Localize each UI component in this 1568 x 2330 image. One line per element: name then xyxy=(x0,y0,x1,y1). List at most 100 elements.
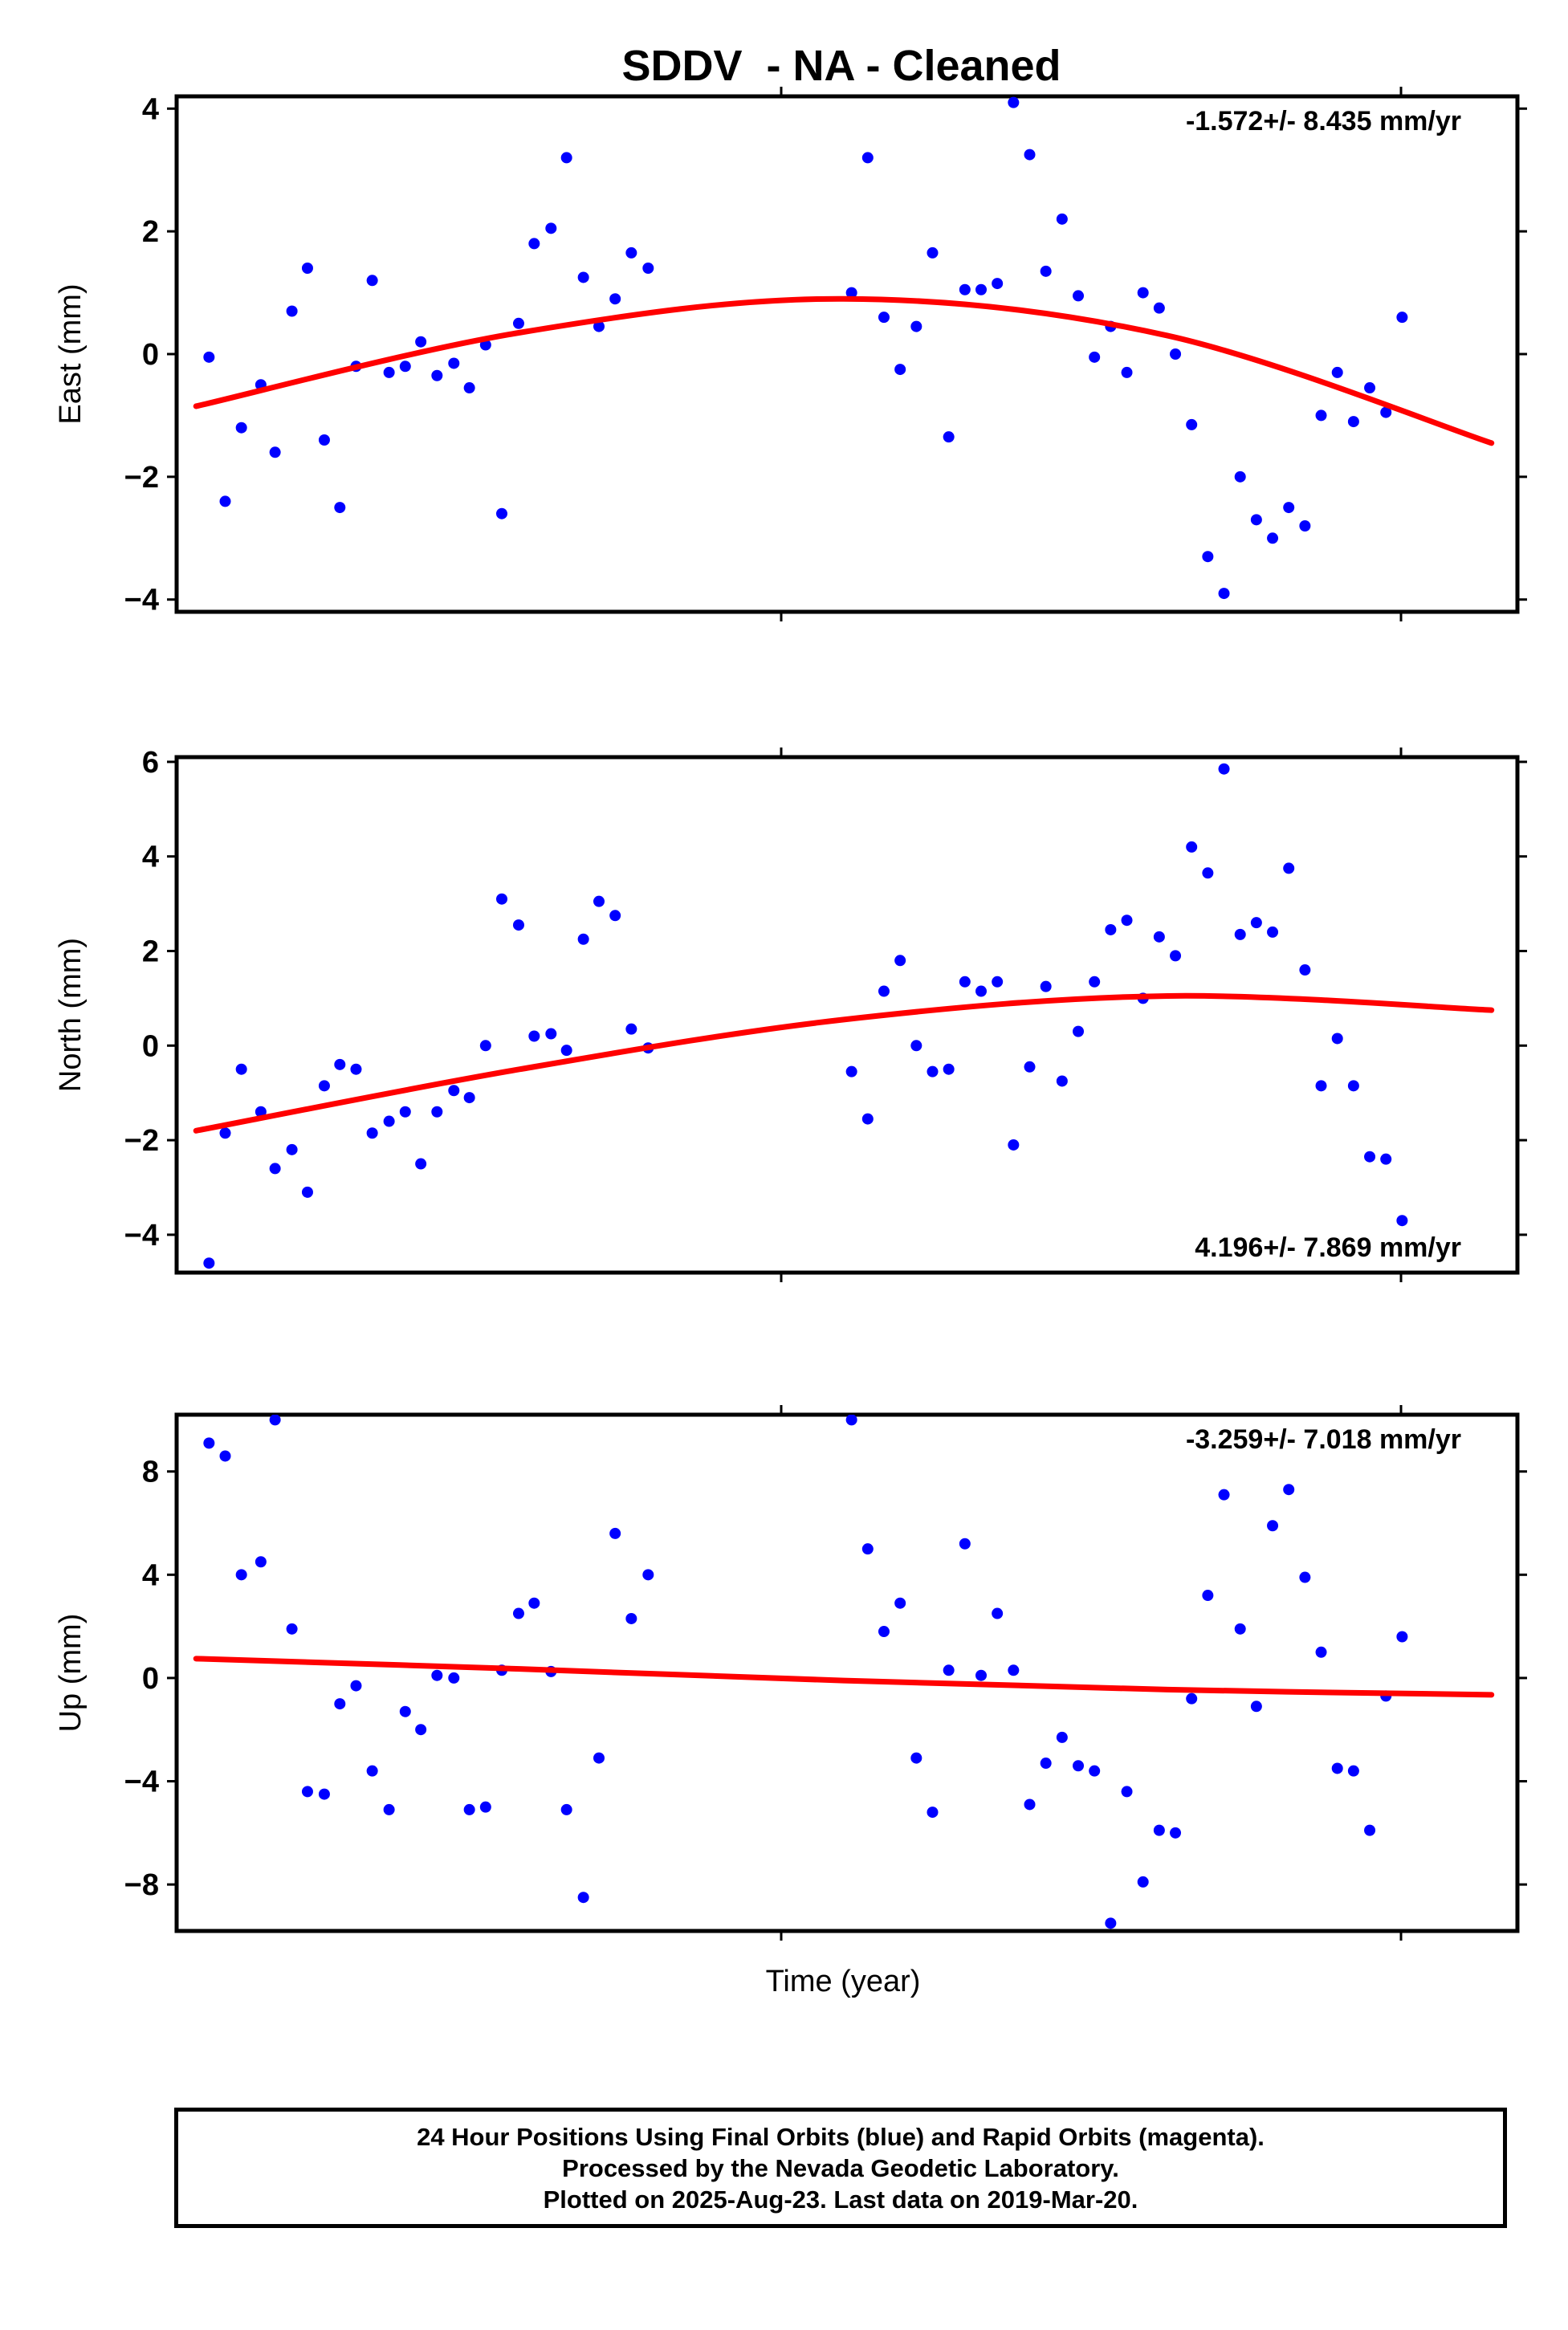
data-point xyxy=(642,1569,654,1581)
data-point xyxy=(235,1063,247,1075)
data-point xyxy=(463,1092,475,1104)
data-point xyxy=(219,1127,231,1139)
data-point xyxy=(1073,1025,1085,1037)
data-point xyxy=(301,1186,313,1198)
data-point xyxy=(235,422,247,434)
points-group xyxy=(203,1415,1408,1929)
data-point xyxy=(1299,964,1311,976)
data-point xyxy=(1024,1061,1036,1073)
data-point xyxy=(1089,976,1101,988)
data-point xyxy=(894,955,906,967)
data-point xyxy=(1331,1033,1343,1045)
y-axis-label: East (mm) xyxy=(54,283,88,424)
panel-frame xyxy=(174,1412,1520,1933)
chart-title: SDDV - NA - Cleaned xyxy=(621,42,1061,90)
y-tick-label: 0 xyxy=(142,1662,159,1696)
caption-line-3: Plotted on 2025-Aug-23. Last data on 201… xyxy=(543,2185,1138,2214)
data-point xyxy=(1315,409,1327,422)
data-point xyxy=(1234,470,1246,483)
data-point xyxy=(625,1023,637,1035)
data-point xyxy=(431,369,443,381)
data-point xyxy=(845,1415,857,1426)
y-axis-label: Up (mm) xyxy=(54,1614,88,1733)
data-point xyxy=(878,1626,890,1638)
y-tick-label: 4 xyxy=(142,1558,159,1592)
data-point xyxy=(560,152,572,164)
data-point xyxy=(943,431,955,443)
data-point xyxy=(269,446,281,458)
points-group xyxy=(203,96,1408,600)
data-point xyxy=(1380,1153,1392,1165)
data-point xyxy=(1073,290,1085,302)
data-point xyxy=(560,1803,572,1815)
y-tick-label: −4 xyxy=(124,584,159,617)
y-tick-label: 8 xyxy=(142,1456,159,1489)
data-point xyxy=(910,320,922,332)
data-point xyxy=(959,976,971,988)
data-point xyxy=(255,1556,267,1568)
data-point xyxy=(1056,1731,1068,1743)
data-point xyxy=(334,502,346,514)
data-point xyxy=(1218,1489,1230,1501)
data-point xyxy=(609,1527,621,1539)
data-point xyxy=(399,1705,411,1717)
data-point xyxy=(203,1437,215,1449)
data-point xyxy=(269,1415,281,1426)
data-point xyxy=(975,985,987,997)
data-point xyxy=(1396,1631,1408,1643)
data-point xyxy=(1121,914,1133,927)
data-point xyxy=(975,1669,987,1681)
data-point xyxy=(318,434,330,446)
data-point xyxy=(1283,1484,1295,1496)
data-point xyxy=(1364,382,1376,394)
data-point xyxy=(1218,588,1230,600)
data-point xyxy=(512,1607,524,1619)
data-point xyxy=(1396,312,1408,324)
data-point xyxy=(1137,1876,1149,1888)
y-tick-label: −8 xyxy=(124,1868,159,1902)
data-point xyxy=(1315,1646,1327,1658)
y-tick-label: 4 xyxy=(142,92,159,126)
data-point xyxy=(1380,406,1392,418)
data-point xyxy=(1137,287,1149,299)
data-point xyxy=(1347,416,1359,428)
rate-label: -1.572+/- 8.435 mm/yr xyxy=(1186,106,1461,136)
data-point xyxy=(219,1450,231,1462)
data-point xyxy=(415,1158,427,1170)
data-point xyxy=(927,1807,939,1819)
data-point xyxy=(1267,532,1279,544)
panel-2: 8 4 0 −4 −8 Up (mm) -3.259+/- 7.018 mm/yr xyxy=(54,1405,1527,1941)
data-point xyxy=(1202,551,1214,563)
data-point xyxy=(1202,867,1214,879)
data-point xyxy=(366,1127,378,1139)
y-tick-label: −2 xyxy=(124,1124,159,1158)
data-point xyxy=(448,357,460,369)
data-point xyxy=(1250,917,1262,929)
data-point xyxy=(1234,928,1246,940)
y-axis-label: North (mm) xyxy=(54,938,88,1092)
data-point xyxy=(383,1803,395,1815)
data-point xyxy=(1089,351,1101,363)
caption-box: 24 Hour Positions Using Final Orbits (bl… xyxy=(174,2108,1507,2228)
data-point xyxy=(577,271,589,283)
data-point xyxy=(861,152,874,164)
trend-line xyxy=(193,1656,1495,1698)
data-point xyxy=(512,317,524,329)
data-point xyxy=(383,366,395,378)
y-tick-label: −2 xyxy=(124,461,159,495)
data-point xyxy=(1073,1760,1085,1772)
data-point xyxy=(301,1786,313,1798)
data-point xyxy=(286,1623,298,1635)
data-point xyxy=(203,1257,215,1269)
data-point xyxy=(235,1569,247,1581)
data-point xyxy=(1299,520,1311,532)
y-tick-label: 2 xyxy=(142,935,159,968)
data-point xyxy=(625,1612,637,1624)
data-point xyxy=(1186,1693,1198,1705)
data-point xyxy=(593,1752,605,1764)
rate-label: -3.259+/- 7.018 mm/yr xyxy=(1186,1424,1461,1455)
data-point xyxy=(383,1115,395,1127)
data-point xyxy=(642,263,654,274)
data-point xyxy=(992,1607,1004,1619)
data-point xyxy=(528,238,540,250)
